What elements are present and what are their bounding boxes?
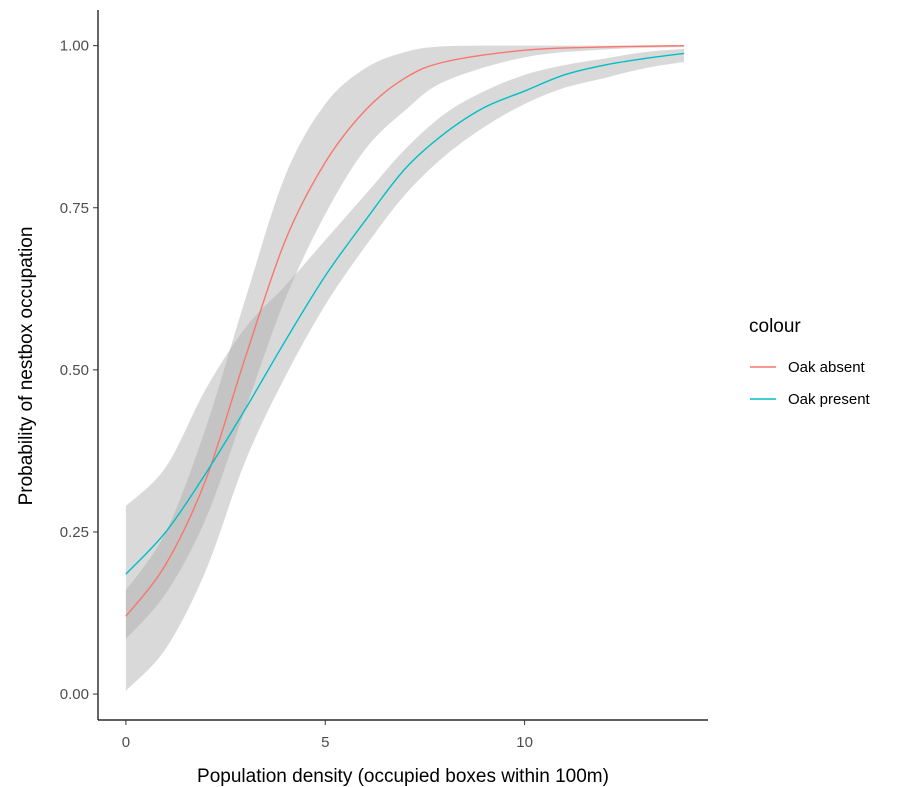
x-axis-title: Population density (occupied boxes withi… bbox=[197, 766, 609, 787]
series-lines bbox=[125, 44, 685, 617]
x-axis-ticks: 0 5 10 bbox=[122, 720, 533, 751]
x-tick-label: 10 bbox=[516, 734, 533, 751]
y-tick-label: 1.00 bbox=[60, 38, 89, 55]
x-tick-label: 0 bbox=[122, 734, 130, 751]
y-tick-label: 0.00 bbox=[60, 686, 89, 703]
confidence-ribbons bbox=[125, 45, 685, 691]
legend: colour Oak absent Oak present bbox=[749, 316, 871, 408]
y-axis-title: Probability of nestbox occupation bbox=[16, 227, 37, 506]
line-oak-present bbox=[125, 52, 685, 575]
ribbon-oak-present bbox=[125, 48, 685, 691]
y-tick-label: 0.50 bbox=[60, 362, 89, 379]
legend-label-oak-absent: Oak absent bbox=[788, 359, 866, 376]
y-axis-ticks: 0.00 0.25 0.50 0.75 1.00 bbox=[60, 38, 98, 703]
line-oak-absent bbox=[125, 44, 685, 617]
y-tick-label: 0.75 bbox=[60, 200, 89, 217]
legend-label-oak-present: Oak present bbox=[788, 391, 871, 408]
axes bbox=[97, 10, 708, 721]
y-tick-label: 0.25 bbox=[60, 524, 89, 541]
legend-title: colour bbox=[749, 316, 801, 337]
ribbon-oak-absent bbox=[125, 45, 685, 639]
x-tick-label: 5 bbox=[321, 734, 329, 751]
legend-item-oak-absent: Oak absent bbox=[750, 359, 866, 376]
legend-item-oak-present: Oak present bbox=[750, 391, 871, 408]
